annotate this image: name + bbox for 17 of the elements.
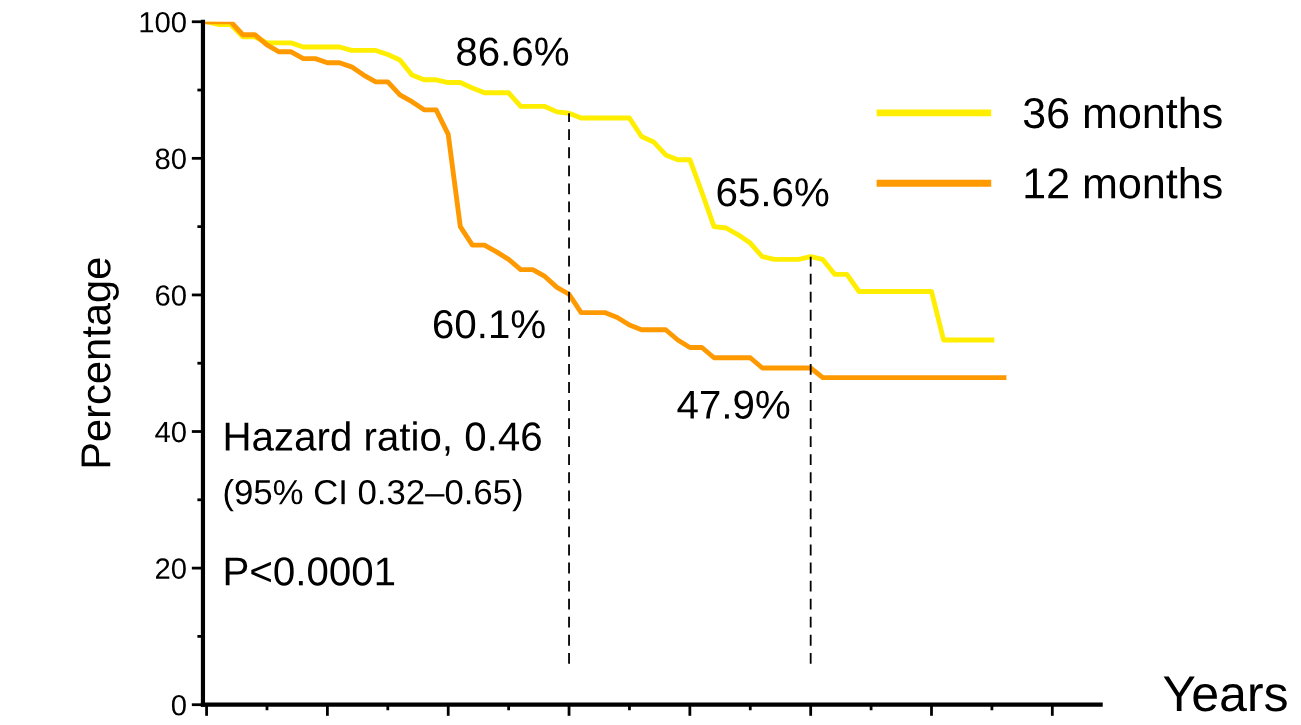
legend-label: 36 months — [1023, 96, 1222, 129]
y-tick-label: 40 — [155, 421, 186, 443]
annotation: 47.9% — [677, 390, 790, 419]
y-tick-label: 100 — [140, 11, 186, 33]
annotation: Hazard ratio, 0.46 — [225, 421, 541, 456]
annotation: 60.1% — [433, 309, 545, 339]
y-tick-label: 80 — [155, 148, 186, 170]
annotation: 65.6% — [717, 178, 829, 207]
y-tick-label: 60 — [156, 285, 186, 306]
y-axis-title: Percentage — [81, 258, 119, 467]
annotation: (95% CI 0.32–0.65) — [224, 478, 522, 512]
annotation: 86.6% — [457, 37, 569, 66]
y-tick-label: 0 — [171, 694, 186, 716]
x-axis-title: Years — [1163, 676, 1287, 712]
legend-label: 12 months — [1025, 167, 1222, 199]
y-tick-label: 20 — [156, 558, 186, 579]
annotation: P<0.0001 — [225, 557, 395, 586]
